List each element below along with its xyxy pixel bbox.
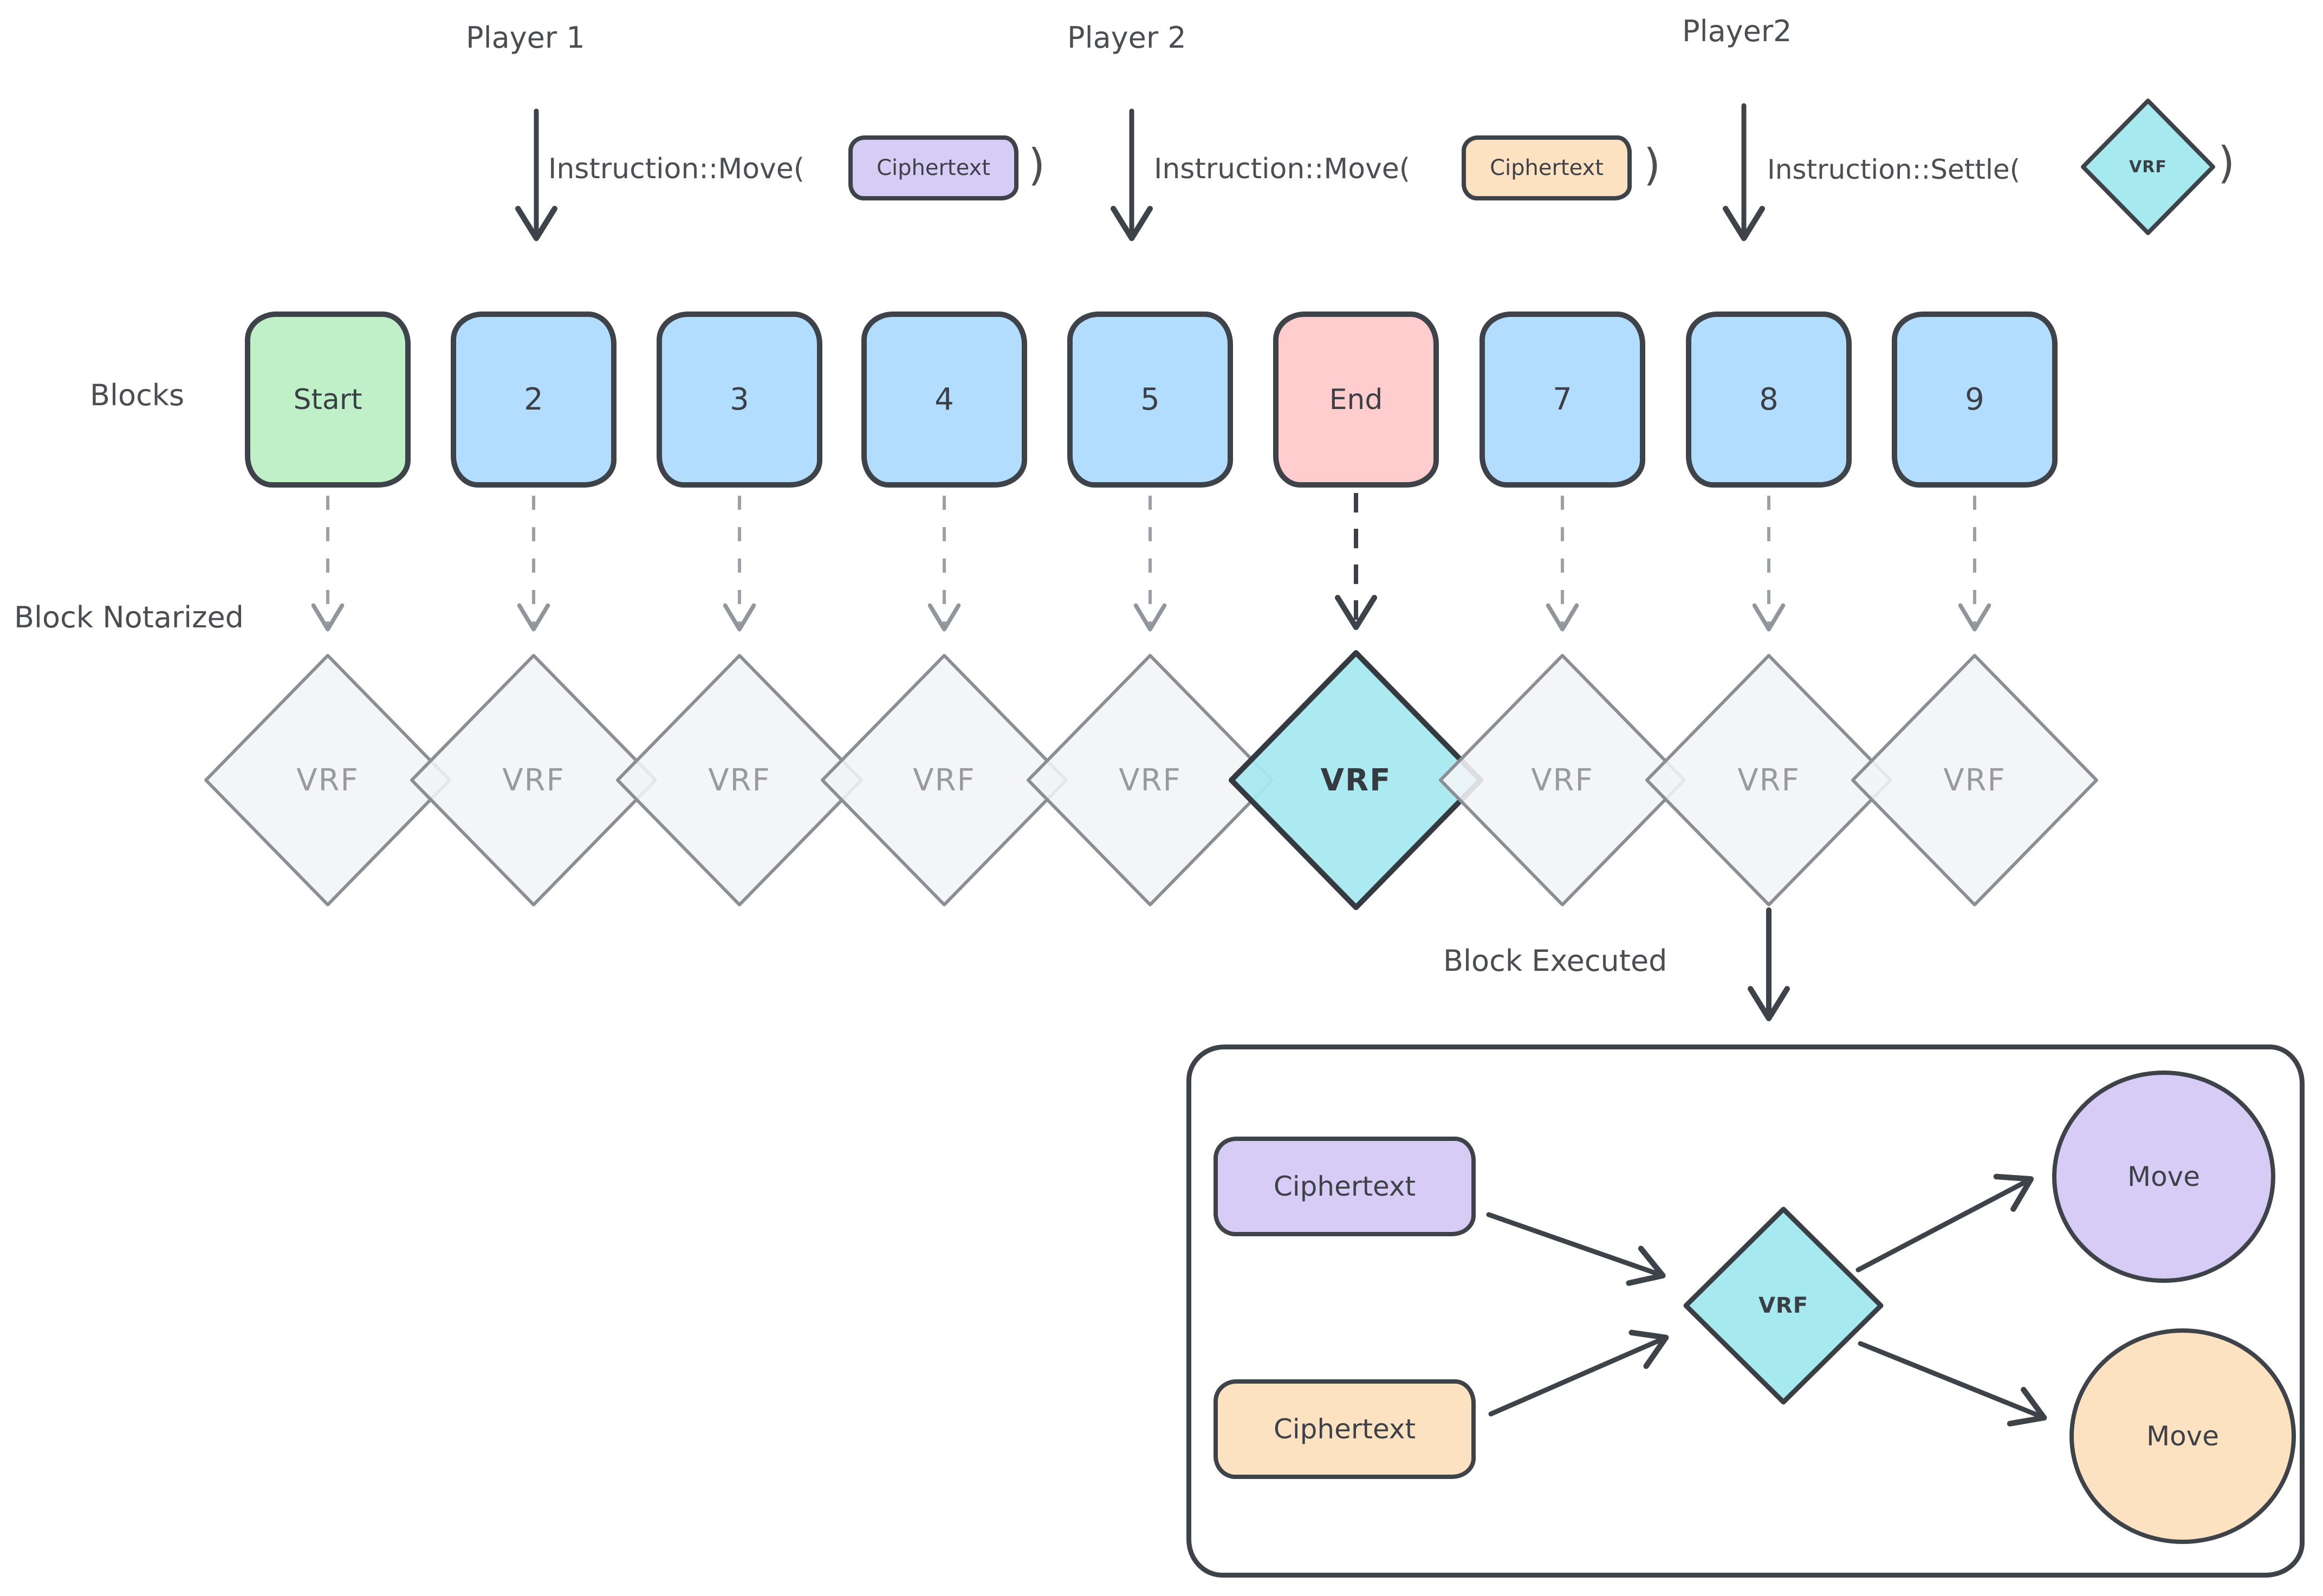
block-notarized-label: Block Notarized: [14, 600, 244, 634]
instruction-move1-text: Instruction::Move(: [548, 153, 805, 185]
vrf-diamond-9: [1851, 654, 2098, 906]
vrf-label-7: VRF: [1531, 762, 1594, 798]
block-9: 9: [1892, 312, 2058, 488]
player2b-label: Player2: [1682, 14, 1792, 48]
vrf-label-5: VRF: [1119, 762, 1182, 798]
instruction-settle-text: Instruction::Settle(: [1767, 154, 2021, 185]
vrf-label-9: VRF: [1943, 762, 2006, 798]
vrf-to-move1-arrow: [1855, 1173, 2034, 1273]
block-7: 7: [1480, 312, 1645, 488]
vrf-diamond-1: [204, 654, 451, 906]
vrf-label-3: VRF: [708, 762, 771, 798]
block-2: 2: [451, 312, 617, 488]
executed-vrf-diamond: [1683, 1206, 1884, 1405]
block-executed-label: Block Executed: [1443, 944, 1667, 978]
player2-label: Player 2: [1067, 21, 1186, 55]
instruction-move2-close-paren: ): [1644, 140, 1661, 190]
executed-vrf-label: VRF: [1758, 1293, 1809, 1318]
ciphertext1-to-vrf-arrow: [1486, 1212, 1666, 1286]
ciphertext-chip-player1-label: Ciphertext: [877, 155, 990, 180]
vrf-label-4: VRF: [913, 762, 976, 798]
executed-ciphertext-purple-label: Ciphertext: [1273, 1171, 1416, 1202]
executed-ciphertext-purple: Ciphertext: [1214, 1137, 1476, 1236]
executed-ciphertext-orange-label: Ciphertext: [1273, 1413, 1416, 1445]
vrf-label-2: VRF: [502, 762, 565, 798]
block-end: End: [1273, 312, 1439, 488]
vrf-diamond-2: [410, 654, 657, 906]
blocks-row-label: Blocks: [90, 378, 185, 412]
executed-move-orange-label: Move: [2146, 1420, 2220, 1452]
vrf-diamond-5: [1027, 654, 1274, 906]
vrf-diamond-end: [1229, 650, 1483, 910]
vrf-label-8: VRF: [1737, 762, 1800, 798]
ciphertext2-to-vrf-arrow: [1488, 1329, 1669, 1417]
instruction-move1-close-paren: ): [1028, 140, 1046, 190]
settle-vrf-label: VRF: [2129, 157, 2167, 177]
ciphertext-chip-player1: Ciphertext: [848, 135, 1018, 200]
vrf-diamond-3: [616, 654, 863, 906]
vrf-diamond-8: [1645, 654, 1892, 906]
executed-ciphertext-orange: Ciphertext: [1214, 1379, 1476, 1479]
vrf-label-1: VRF: [296, 762, 359, 798]
instruction-move2-text: Instruction::Move(: [1154, 153, 1411, 185]
settle-vrf-diamond: [2081, 99, 2215, 235]
instruction-settle-close-paren: ): [2218, 138, 2235, 188]
executed-move-orange: Move: [2069, 1328, 2296, 1544]
block-4: 4: [861, 312, 1027, 488]
block-start: Start: [245, 312, 411, 488]
executed-move-purple: Move: [2052, 1071, 2275, 1283]
ciphertext-chip-player2: Ciphertext: [1462, 135, 1632, 200]
block-5: 5: [1067, 312, 1233, 488]
executed-move-purple-label: Move: [2127, 1161, 2201, 1192]
vrf-label-end: VRF: [1320, 762, 1392, 798]
ciphertext-chip-player2-label: Ciphertext: [1490, 155, 1604, 180]
vrf-to-move2-arrow: [1858, 1341, 2047, 1427]
vrf-diamond-4: [821, 654, 1068, 906]
block-8: 8: [1686, 312, 1852, 488]
vrf-diamond-7: [1439, 654, 1686, 906]
block-3: 3: [657, 312, 822, 488]
player1-label: Player 1: [466, 21, 585, 55]
